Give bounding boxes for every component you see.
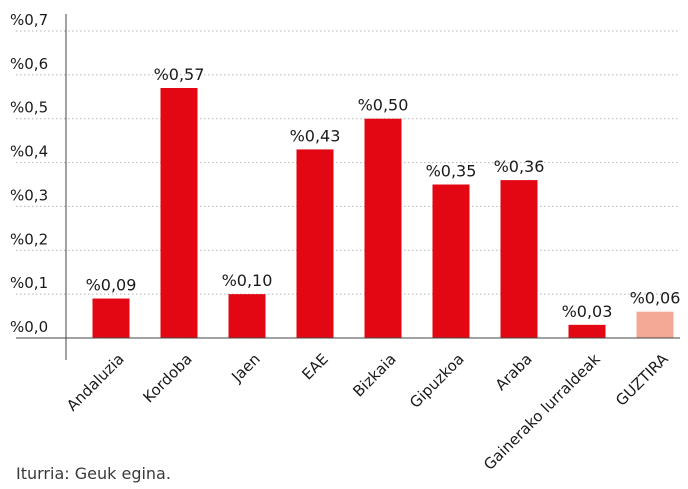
- x-tick-label: Kordoba: [139, 350, 195, 406]
- bar-value-label: %0,50: [358, 96, 409, 115]
- bar: [636, 311, 674, 338]
- x-tick-label: GUZTIRA: [612, 350, 672, 410]
- bar: [568, 324, 606, 338]
- x-tick-label: Bizkaia: [349, 350, 399, 400]
- bar: [500, 180, 538, 338]
- bar: [296, 149, 334, 338]
- bars: [92, 88, 674, 338]
- bar-value-label: %0,43: [290, 126, 341, 145]
- y-tick-label: %0,6: [10, 55, 48, 73]
- y-tick-label: %0,2: [10, 230, 48, 248]
- bar: [228, 294, 266, 338]
- y-tick-label: %0,4: [10, 143, 48, 161]
- x-tick-label: Araba: [492, 350, 536, 394]
- axes: [16, 14, 680, 360]
- source-note: Iturria: Geuk egina.: [16, 464, 171, 483]
- bar-value-label: %0,10: [222, 271, 273, 290]
- bar-value-label: %0,35: [426, 162, 477, 181]
- x-tick-label: Gainerako lurraldeak: [480, 350, 604, 474]
- bar-value-label: %0,06: [630, 289, 681, 308]
- bar: [432, 184, 470, 338]
- x-tick-label: Jaen: [227, 350, 263, 386]
- x-tick-label: EAE: [298, 350, 331, 383]
- y-tick-label: %0,0: [10, 318, 48, 336]
- y-tick-label: %0,7: [10, 11, 48, 29]
- grid-lines: [16, 30, 680, 295]
- x-axis-tick-labels: Andaluzia Kordoba Jaen EAE Bizkaia Gipuzkoa Ar…: [63, 350, 672, 474]
- bar: [364, 118, 402, 338]
- bar-value-label: %0,09: [86, 276, 137, 295]
- bar: [160, 88, 198, 338]
- y-tick-label: %0,1: [10, 274, 48, 292]
- bar-value-label: %0,36: [494, 157, 545, 176]
- y-tick-label: %0,5: [10, 99, 48, 117]
- y-axis-tick-labels: %0,0 %0,1 %0,2 %0,3 %0,4 %0,5 %0,6 %0,7: [10, 11, 48, 336]
- y-tick-label: %0,3: [10, 186, 48, 204]
- bar: [92, 298, 130, 338]
- bar-value-label: %0,03: [562, 302, 613, 321]
- bar-value-label: %0,57: [154, 65, 205, 84]
- x-tick-label: Andaluzia: [63, 350, 128, 415]
- x-tick-label: Gipuzkoa: [406, 350, 468, 412]
- value-labels: %0,09 %0,57 %0,10 %0,43 %0,50 %0,35 %0,36 %0,03…: [86, 65, 681, 321]
